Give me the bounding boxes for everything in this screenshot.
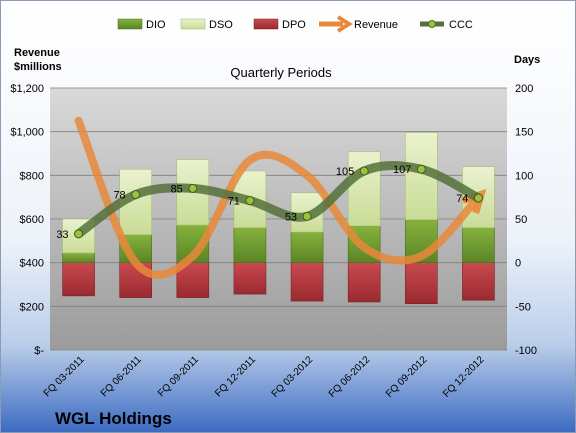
- legend-label-dpo: DPO: [282, 19, 306, 31]
- right-tick-label: 0: [515, 258, 521, 270]
- ccc-data-label: 74: [456, 193, 468, 205]
- left-tick-label: $400: [20, 258, 44, 270]
- ccc-point: [473, 193, 483, 203]
- x-tick-label: FQ 09-2012: [384, 354, 430, 400]
- x-axis-labels: FQ 03-2011 FQ 06-2011 FQ 09-2011 FQ 12-2011…: [42, 354, 487, 400]
- legend-swatch-dio: [117, 18, 143, 30]
- ccc-point: [359, 166, 369, 176]
- right-tick-label: 50: [515, 214, 527, 226]
- right-tick-label: -50: [515, 301, 531, 313]
- ccc-point: [131, 190, 141, 200]
- ccc-data-label: 33: [56, 229, 68, 241]
- legend-swatch-dpo: [253, 18, 279, 30]
- bar-dpo: [290, 262, 324, 302]
- x-tick-label: FQ 06-2012: [327, 354, 373, 400]
- ccc-point: [74, 229, 84, 239]
- ccc-point: [188, 183, 198, 193]
- x-tick-label: FQ 03-2012: [270, 354, 316, 400]
- x-tick-label: FQ 09-2011: [156, 354, 201, 399]
- left-axis-title-line-2: $millions: [14, 61, 62, 73]
- x-tick-label: FQ 03-2011: [42, 354, 87, 399]
- legend-swatch-dso: [180, 18, 206, 30]
- revenue-arrowhead: [461, 188, 487, 214]
- left-axis: $- $200 $400 $600 $800 $1,000 $1,200: [10, 83, 44, 357]
- bar-dpo: [347, 262, 381, 303]
- x-tick-label: FQ 12-2011: [213, 354, 258, 399]
- left-tick-label: $600: [20, 214, 44, 226]
- legend-label-ccc: CCC: [449, 19, 473, 31]
- bar-dio: [462, 227, 495, 263]
- revenue-series: [74, 116, 487, 279]
- legend-marker-ccc: [428, 20, 436, 28]
- bar-dpo: [233, 262, 267, 295]
- bars: [62, 132, 495, 305]
- right-tick-label: 150: [515, 127, 533, 139]
- left-tick-label: $-: [34, 345, 44, 357]
- ccc-data-label: 53: [285, 211, 297, 223]
- ccc-data-label: 105: [336, 166, 354, 178]
- ccc-data-label: 107: [393, 164, 411, 176]
- right-axis-title: Days: [514, 54, 540, 66]
- legend-label-dso: DSO: [209, 19, 233, 31]
- bar-dpo: [405, 262, 438, 305]
- bar-dpo: [62, 262, 95, 297]
- right-tick-label: 200: [515, 83, 533, 95]
- x-tick-label: FQ 12-2012: [441, 354, 487, 400]
- bar-dio: [62, 252, 95, 263]
- ccc-point: [245, 196, 255, 206]
- legend-item-dpo[interactable]: DPO: [253, 18, 306, 31]
- company-name: WGL Holdings: [55, 409, 172, 428]
- legend-label-revenue: Revenue: [354, 19, 398, 31]
- bar-dpo: [462, 262, 495, 301]
- legend-item-ccc[interactable]: CCC: [420, 19, 473, 31]
- legend-item-revenue[interactable]: Revenue: [319, 15, 398, 33]
- legend-item-dso[interactable]: DSO: [180, 18, 233, 31]
- left-tick-label: $1,000: [10, 127, 44, 139]
- ccc-data-label: 85: [171, 183, 183, 195]
- left-tick-label: $1,200: [10, 83, 44, 95]
- ccc-point: [302, 211, 312, 221]
- left-tick-label: $200: [20, 301, 44, 313]
- right-tick-label: 100: [515, 170, 533, 182]
- right-axis: -100 -50 0 50 100 150 200: [515, 83, 537, 357]
- legend: DIO DSO DPO Revenue CCC: [117, 15, 473, 33]
- right-tick-label: -100: [515, 345, 537, 357]
- bar-dio: [233, 227, 267, 263]
- revenue-line: [74, 116, 483, 279]
- left-tick-label: $800: [20, 170, 44, 182]
- chart-title: Quarterly Periods: [230, 65, 332, 80]
- bar-dio: [290, 231, 324, 263]
- left-axis-title-line-1: Revenue: [14, 47, 60, 59]
- ccc-data-label: 71: [228, 196, 240, 208]
- legend-label-dio: DIO: [146, 19, 166, 31]
- ccc-data-label: 78: [113, 190, 125, 202]
- ccc-series: 33 78 85 71 53 105 107 74: [56, 160, 483, 241]
- ccc-point: [416, 164, 426, 174]
- legend-arrow-revenue: [336, 15, 353, 33]
- x-tick-label: FQ 06-2011: [99, 354, 144, 399]
- legend-item-dio[interactable]: DIO: [117, 18, 166, 31]
